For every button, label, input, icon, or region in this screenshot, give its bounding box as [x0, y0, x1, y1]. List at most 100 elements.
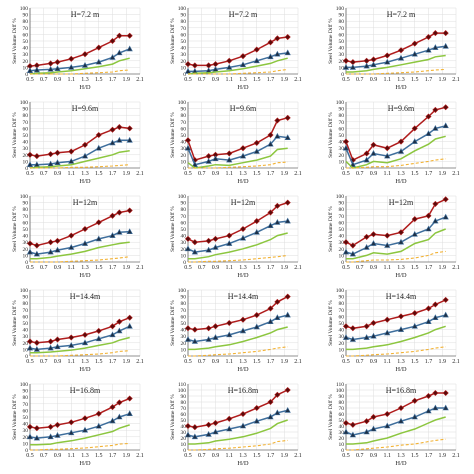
x-tick-label: 2.1: [136, 171, 144, 177]
series-line: [188, 419, 288, 445]
triangle-marker: [274, 314, 281, 321]
x-axis-title: H/D: [395, 272, 407, 279]
y-tick-label: 40: [339, 328, 345, 334]
y-tick-label: 30: [23, 52, 29, 58]
x-tick-label: 1.9: [123, 77, 131, 83]
triangle-marker: [342, 334, 350, 340]
y-tick-label: 0: [183, 260, 186, 266]
y-tick-label: 50: [339, 227, 345, 233]
triangle-marker: [26, 161, 34, 167]
triangle-marker: [205, 430, 212, 437]
x-tick-label: 1.5: [95, 359, 103, 365]
diamond-marker: [370, 141, 377, 148]
x-tick-label: 0.5: [342, 265, 350, 271]
y-tick-label: 110: [336, 382, 344, 388]
chart-title: H=16.8m: [386, 386, 417, 395]
y-tick-label: 50: [339, 418, 345, 424]
x-tick-label: 0.5: [26, 77, 34, 83]
x-tick-label: 0.5: [26, 453, 34, 459]
diamond-marker: [26, 338, 34, 345]
diamond-marker: [26, 423, 34, 430]
triangle-marker: [68, 244, 75, 250]
y-tick-label: 30: [181, 52, 187, 58]
diamond-marker: [397, 313, 405, 320]
x-tick-label: 1.1: [68, 265, 76, 271]
triangle-marker: [68, 342, 75, 348]
triangle-marker: [253, 57, 260, 64]
series-line: [345, 314, 446, 341]
y-tick-label: 60: [339, 220, 345, 226]
x-axis-title: H/D: [79, 366, 91, 373]
x-tick-label: 0.9: [370, 77, 378, 83]
x-tick-label: 0.7: [40, 359, 48, 365]
y-tick-label: 10: [181, 347, 187, 353]
series-line: [29, 325, 131, 351]
series-line: [345, 32, 446, 63]
x-tick-label: 1.1: [68, 453, 76, 459]
y-tick-label: 30: [339, 240, 345, 246]
x-tick-label: 1.5: [95, 171, 103, 177]
y-tick-label: 100: [336, 288, 345, 294]
diamond-marker: [81, 331, 89, 338]
triangle-marker: [126, 410, 133, 417]
series-line: [187, 314, 288, 343]
y-tick-label: 20: [339, 59, 345, 65]
y-tick-label: 40: [181, 234, 187, 240]
x-tick-label: 1.9: [123, 359, 131, 365]
diamond-marker: [95, 219, 102, 226]
x-tick-label: 1.9: [281, 453, 289, 459]
y-tick-label: 70: [23, 120, 29, 126]
diamond-marker: [54, 149, 61, 156]
y-tick-label: 30: [23, 146, 29, 152]
triangle-marker: [47, 65, 54, 72]
triangle-marker: [370, 150, 377, 156]
x-tick-label: 0.9: [370, 265, 378, 271]
triangle-marker: [33, 345, 40, 352]
diamond-marker: [239, 225, 247, 233]
triangle-marker: [267, 53, 274, 60]
triangle-marker: [411, 138, 418, 144]
y-tick-label: 100: [20, 6, 29, 12]
x-tick-label: 1.5: [95, 77, 103, 83]
triangle-marker: [184, 336, 192, 342]
x-tick-label: 0.7: [198, 359, 206, 365]
y-tick-label: 90: [181, 201, 187, 207]
diamond-marker: [239, 53, 247, 60]
x-tick-label: 1.7: [425, 265, 433, 271]
diamond-marker: [363, 57, 370, 64]
diamond-marker: [205, 153, 212, 160]
y-tick-label: 10: [23, 159, 29, 165]
y-tick-label: 80: [181, 113, 187, 119]
x-tick-label: 0.9: [54, 359, 62, 365]
y-tick-label: 10: [339, 347, 345, 353]
diamond-marker: [109, 212, 116, 219]
series-line: [187, 135, 288, 166]
triangle-marker: [109, 331, 116, 338]
x-tick-label: 0.9: [212, 171, 220, 177]
x-tick-label: 0.5: [184, 453, 192, 459]
y-tick-label: 100: [336, 194, 345, 200]
diamond-marker: [126, 395, 133, 402]
diamond-marker: [253, 46, 260, 53]
y-axis-title: Steel Volume Diff %: [11, 206, 18, 252]
triangle-marker: [191, 248, 198, 255]
y-tick-label: 100: [20, 100, 29, 106]
triangle-marker: [109, 54, 116, 60]
y-tick-label: 70: [23, 26, 29, 32]
x-tick-label: 1.5: [95, 265, 103, 271]
diamond-marker: [432, 200, 439, 207]
y-tick-label: 40: [181, 140, 187, 146]
y-tick-label: 80: [23, 395, 29, 401]
series-line: [187, 389, 289, 428]
x-tick-label: 1.9: [439, 171, 447, 177]
triangle-marker: [349, 250, 356, 257]
diamond-marker: [349, 421, 356, 428]
series-line: [187, 57, 288, 75]
triangle-marker: [267, 140, 274, 147]
x-tick-label: 1.5: [411, 359, 419, 365]
y-tick-label: 0: [183, 166, 186, 172]
diamond-marker: [384, 52, 391, 59]
triangle-marker: [363, 428, 370, 435]
y-tick-label: 70: [181, 26, 187, 32]
